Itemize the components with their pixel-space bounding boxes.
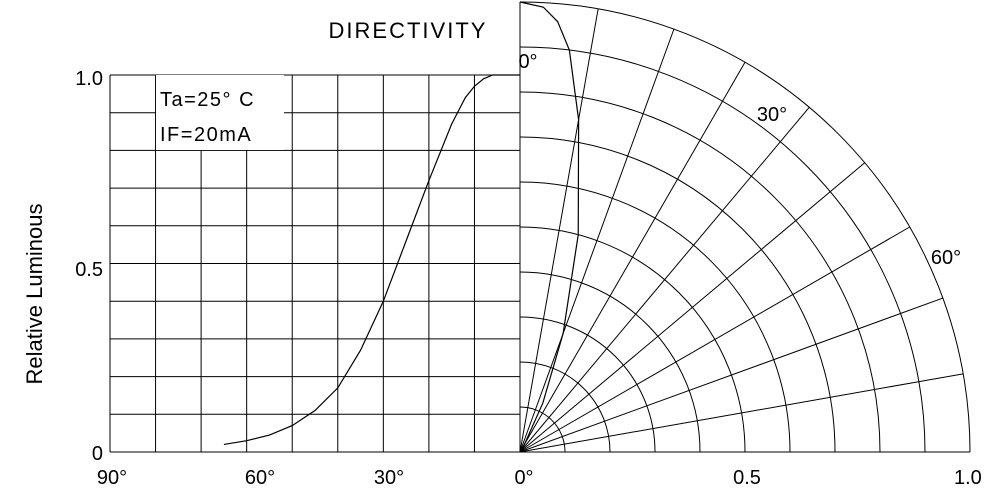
y-tick-label: 0.5 bbox=[75, 259, 103, 281]
polar-spoke bbox=[519, 62, 746, 453]
intensity-vs-angle-curve bbox=[223, 74, 520, 446]
polar-ring bbox=[519, 361, 611, 453]
polar-ring bbox=[519, 1, 971, 453]
legend-box bbox=[156, 75, 284, 150]
polar-angle-label: 0° bbox=[518, 51, 537, 73]
x-tick-label: 0.5 bbox=[733, 467, 761, 489]
y-axis-label: Relative Luminous bbox=[22, 204, 47, 385]
y-tick-label: 1.0 bbox=[75, 68, 103, 90]
polar-spoke bbox=[519, 297, 944, 453]
polar-radiation-curve bbox=[519, 1, 580, 453]
polar-angle-label: 60° bbox=[931, 247, 961, 269]
polar-ring bbox=[519, 136, 836, 453]
x-tick-label: 1.0 bbox=[954, 467, 982, 489]
polar-ring bbox=[519, 316, 656, 453]
chart-title: DIRECTIVITY bbox=[329, 18, 488, 43]
polar-spoke bbox=[519, 8, 599, 453]
polar-spoke bbox=[519, 373, 964, 453]
x-tick-label: 90° bbox=[97, 467, 127, 489]
x-tick-label: 30° bbox=[374, 467, 404, 489]
polar-ring bbox=[519, 271, 701, 453]
polar-ring bbox=[519, 181, 791, 453]
polar-ring bbox=[519, 91, 881, 453]
polar-spoke bbox=[519, 162, 866, 453]
cartesian-grid bbox=[109, 74, 521, 453]
x-tick-label: 0° bbox=[514, 467, 533, 489]
legend-line-current: IF=20mA bbox=[160, 124, 252, 146]
polar-grid bbox=[519, 1, 971, 453]
y-tick-label: 0 bbox=[92, 443, 103, 465]
polar-spoke bbox=[519, 28, 675, 453]
data-curves bbox=[223, 1, 580, 453]
legend-line-temperature: Ta=25° C bbox=[160, 89, 255, 111]
polar-ring bbox=[519, 46, 926, 453]
x-tick-label: 60° bbox=[245, 467, 275, 489]
polar-spoke bbox=[519, 226, 910, 453]
polar-spoke bbox=[519, 106, 810, 453]
polar-angle-label: 30° bbox=[757, 104, 787, 126]
polar-ring bbox=[519, 226, 746, 453]
